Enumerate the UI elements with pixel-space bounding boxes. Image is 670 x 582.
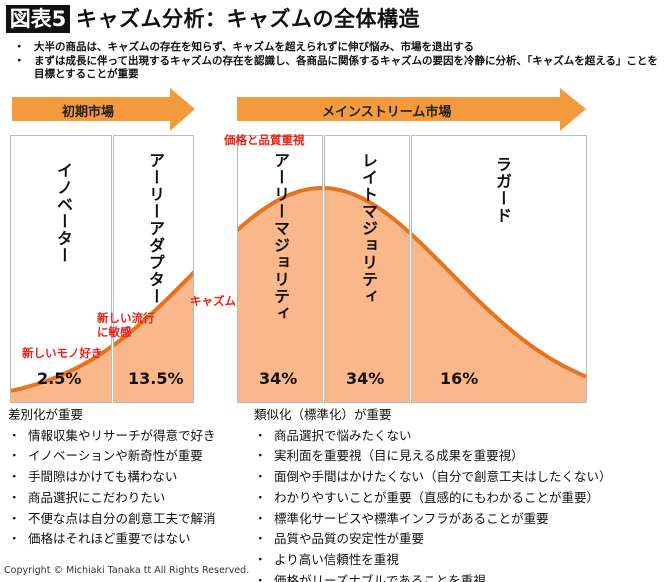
annotation-trend: 新しい流行 に敏感 xyxy=(97,311,155,339)
mainstream-market-arrow xyxy=(237,88,586,131)
list-item: 価格はそれほど重要ではない xyxy=(8,529,216,550)
list-item: イノベーションや新奇性が重要 xyxy=(8,446,216,467)
right-list: 類似化（標準化）が重要 商品選択で悩みたくない 実利面を重要視（目に見える成果を… xyxy=(254,405,612,582)
annotation-price-quality: 価格と品質重視 xyxy=(224,133,305,147)
segment-share: 34% xyxy=(259,369,298,388)
list-item: 商品選択にこだわりたい xyxy=(8,488,216,509)
summary-item: ・大半の商品は、キャズムの存在を知らず、キャズムを超えられずに伸び悩み、市場を退… xyxy=(14,41,475,53)
mainstream-market-label: メインストリーム市場 xyxy=(322,105,452,120)
copyright: Copyright © Michiaki Tanaka tt All Right… xyxy=(4,565,250,576)
annotation-chasm: キャズム xyxy=(190,294,236,308)
list-item: 実利面を重要視（目に見える成果を重要視） xyxy=(254,446,612,467)
summary-item: ・まずは成長に伴って出現するキャズムの存在を認識し、各商品に関係するキャズムの要… xyxy=(14,55,658,80)
segment-name: レイトマジョリティ xyxy=(359,152,378,305)
segment-share: 13.5% xyxy=(128,369,184,388)
early-market-arrow xyxy=(12,88,195,131)
list-item: 商品選択で悩みたくない xyxy=(254,426,612,447)
segment-name: イノベーター xyxy=(54,162,73,264)
segment-share: 34% xyxy=(346,369,385,388)
list-item: 情報収集やリサーチが得意で好き xyxy=(8,426,216,447)
list-item: より高い信頼性を重視 xyxy=(254,550,612,571)
adoption-curve-fill xyxy=(11,188,586,402)
segment-share: 16% xyxy=(440,369,479,388)
early-market-label: 初期市場 xyxy=(62,105,115,120)
annotation-novelty: 新しいモノ好き xyxy=(22,346,103,360)
left-list: 差別化が重要 情報収集やリサーチが得意で好き イノベーションや新奇性が重要 手間… xyxy=(8,405,216,550)
list-item: 不便な点は自分の創意工夫で解消 xyxy=(8,509,216,530)
segment-name: アーリーマジョリティ xyxy=(271,152,290,322)
figure-badge: 図表5 xyxy=(6,5,70,33)
list-item: 面倒や手間はかけたくない（自分で創意工夫はしたくない） xyxy=(254,467,612,488)
list-item: 価格がリーズナブルであることを重視 xyxy=(254,571,612,582)
list-item: 品質や品質の安定性が重要 xyxy=(254,529,612,550)
segment-early-adopters xyxy=(113,135,194,403)
list-item: わかりやすいことが重要（直感的にもわかることが重要） xyxy=(254,488,612,509)
segment-laggards xyxy=(411,135,587,403)
list-item: 手間隙はかけても構わない xyxy=(8,467,216,488)
segment-late-majority xyxy=(324,135,410,403)
segment-innovators xyxy=(10,135,112,403)
summary-text: 大半の商品は、キャズムの存在を知らず、キャズムを超えられずに伸び悩み、市場を退出… xyxy=(34,41,475,53)
summary-text: まずは成長に伴って出現するキャズムの存在を認識し、各商品に関係するキャズムの要因… xyxy=(34,55,658,80)
right-list-heading: 類似化（標準化）が重要 xyxy=(254,407,392,422)
adoption-curve xyxy=(11,186,586,394)
segment-name: ラガード xyxy=(493,156,512,224)
left-list-heading: 差別化が重要 xyxy=(8,407,84,422)
segment-name: アーリーアダプター xyxy=(146,152,165,305)
page-title: キャズム分析：キャズムの全体構造 xyxy=(76,7,420,31)
segment-share: 2.5% xyxy=(37,369,82,388)
list-item: 標準化サービスや標準インフラがあることが重要 xyxy=(254,509,612,530)
segment-early-majority xyxy=(237,135,323,403)
